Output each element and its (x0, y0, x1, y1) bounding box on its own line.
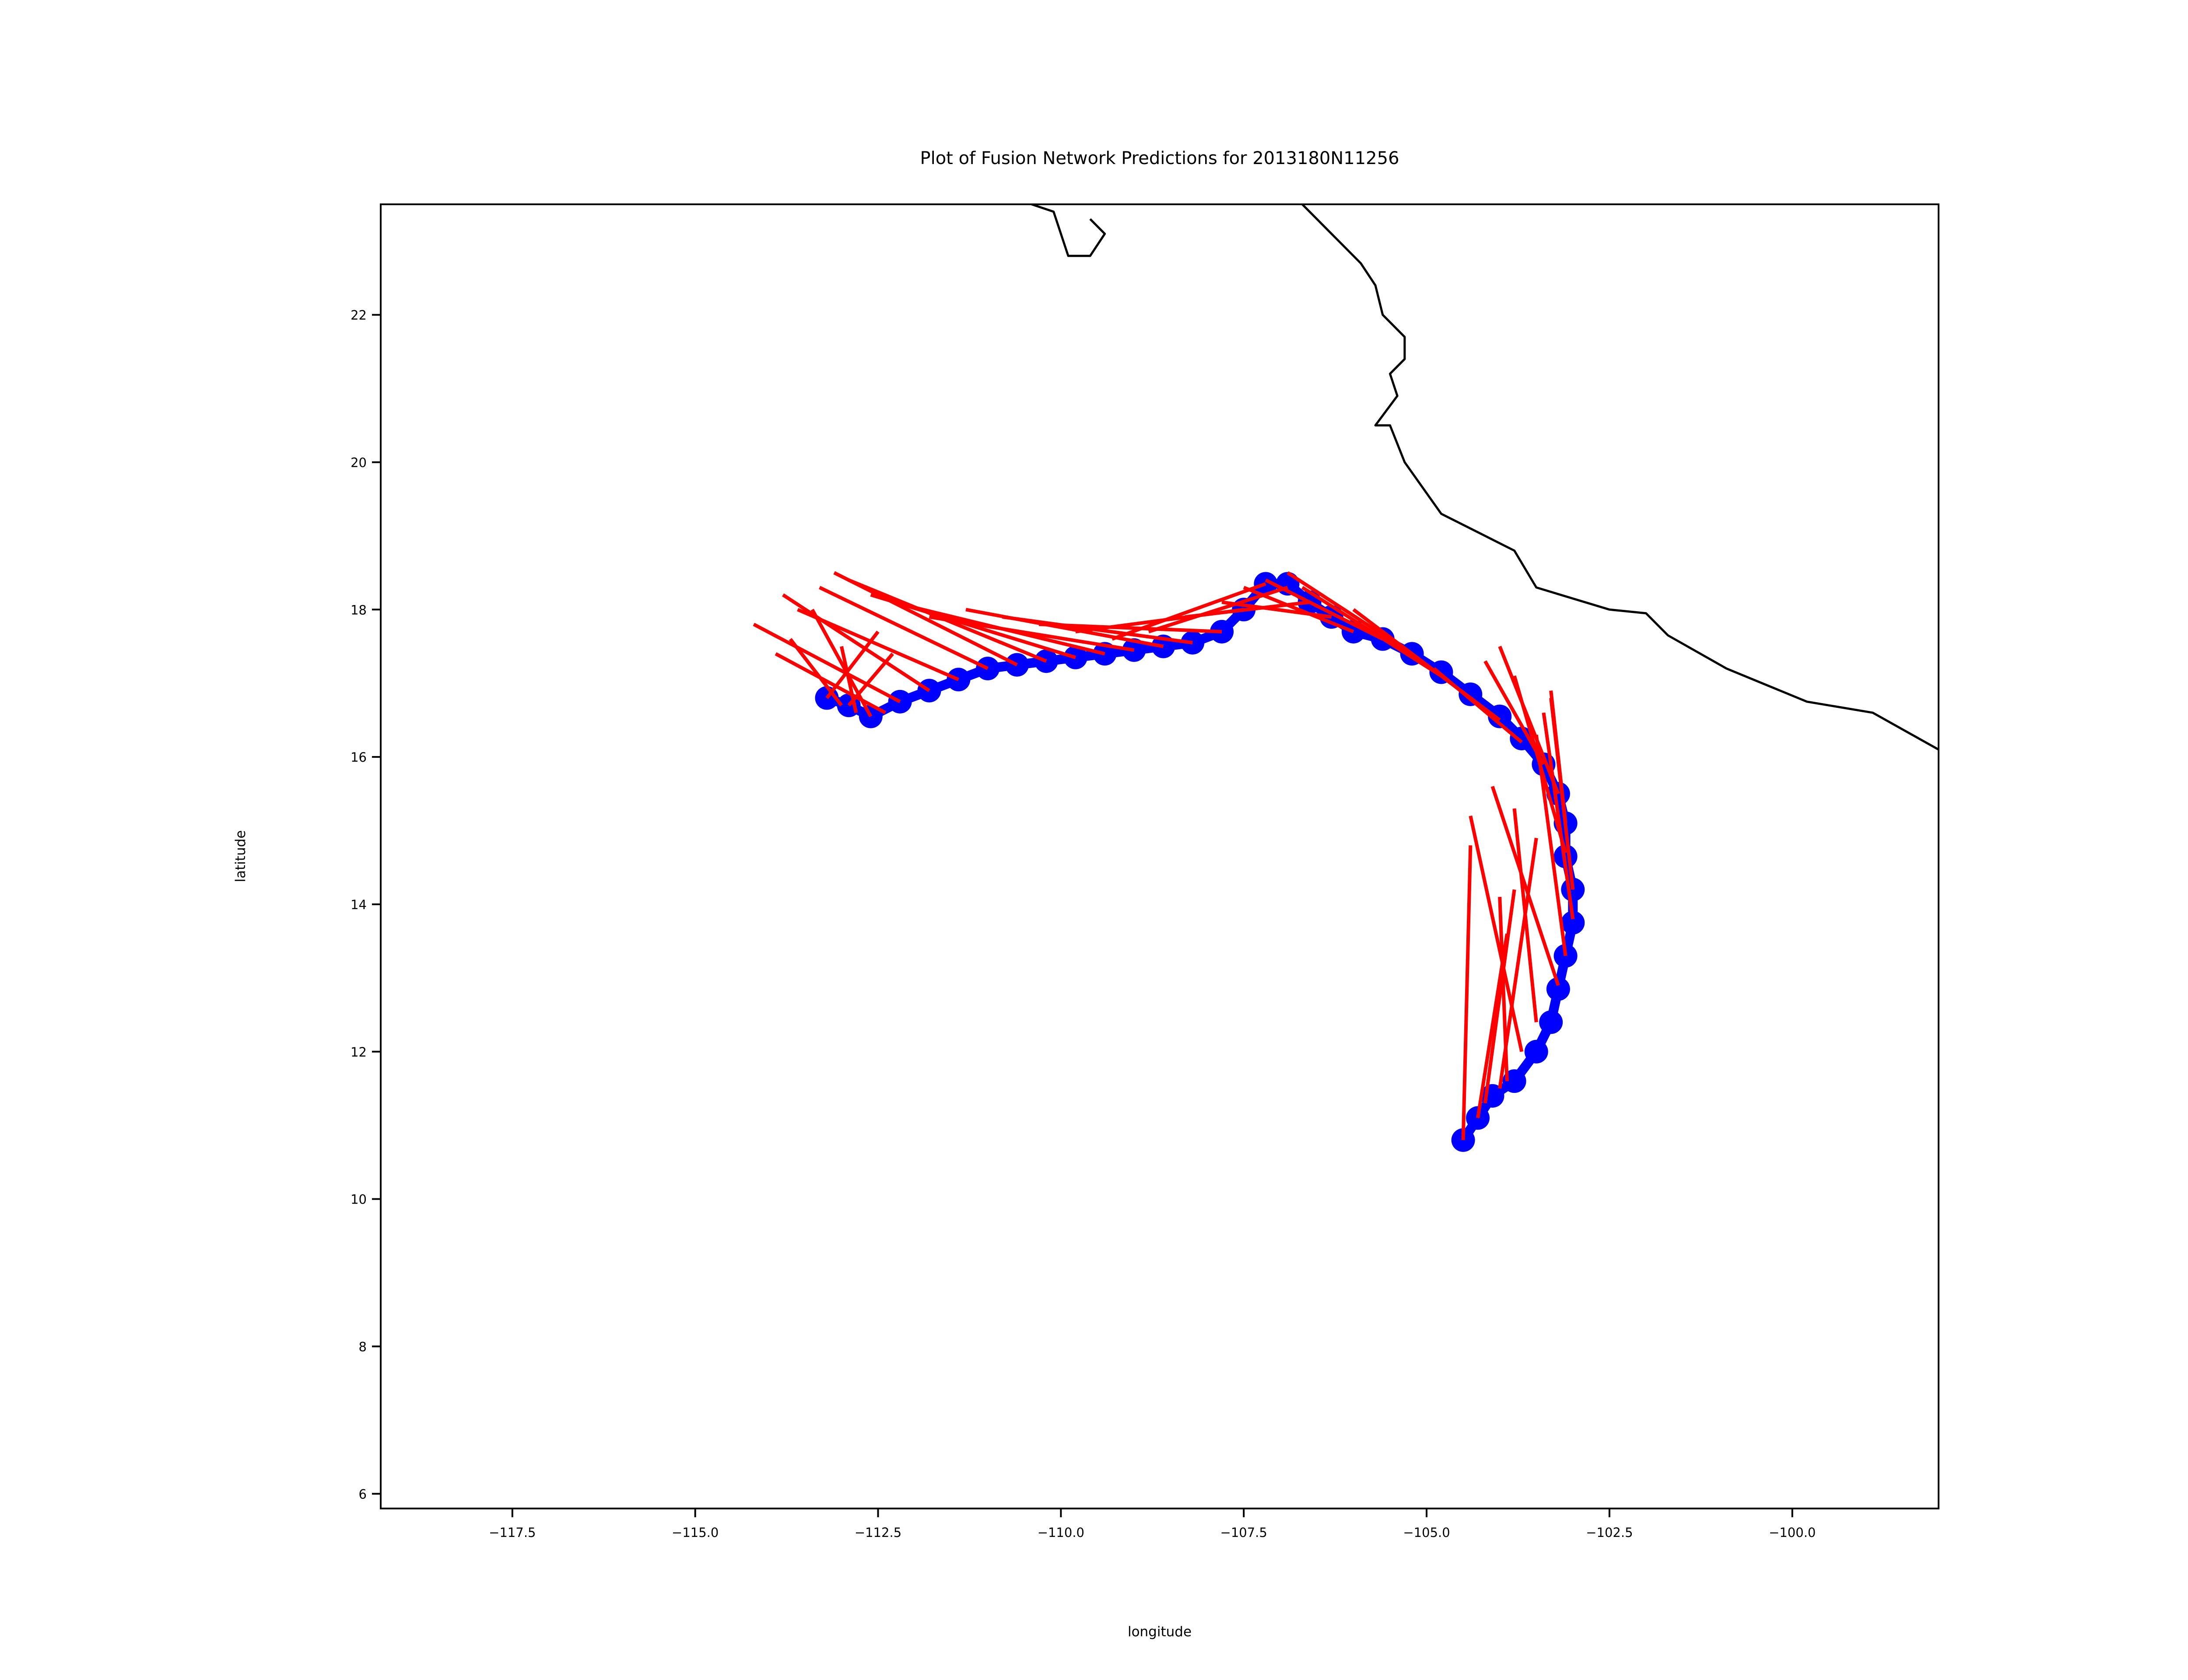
coastline (1031, 204, 1939, 751)
y-tick-label: 12 (351, 1045, 367, 1060)
x-axis-label: longitude (1128, 1624, 1192, 1640)
prediction-segment (789, 638, 843, 707)
prediction-segment (848, 578, 1047, 663)
y-tick-label: 14 (351, 897, 367, 912)
prediction-segment (810, 609, 873, 718)
prediction-segment (1287, 571, 1413, 655)
prediction-segment (1483, 660, 1545, 765)
prediction-segment (1542, 712, 1575, 920)
x-tick-label: −107.5 (1220, 1525, 1267, 1540)
coastline-segment (1031, 204, 1106, 257)
prediction-segment (1469, 816, 1524, 1052)
chart-title: Plot of Fusion Network Predictions for 2… (920, 148, 1399, 168)
track-point (1459, 682, 1483, 706)
prediction-segment (1148, 585, 1288, 634)
prediction-segment (1221, 600, 1332, 619)
prediction-segment (1498, 646, 1560, 794)
prediction-segment (847, 652, 894, 707)
x-tick-label: −112.5 (855, 1525, 901, 1540)
prediction-segment (775, 652, 887, 714)
prediction-segment (819, 586, 989, 670)
x-tick-label: −110.0 (1038, 1525, 1084, 1540)
prediction-segment (1498, 896, 1509, 1082)
track-point (1524, 1040, 1548, 1064)
prediction-segment (833, 571, 1018, 667)
coastline-segment (1301, 204, 1939, 751)
prediction-segment (1512, 808, 1538, 1022)
prediction-segment (870, 593, 1076, 659)
y-tick-label: 10 (351, 1192, 367, 1207)
y-tick-label: 20 (351, 455, 367, 470)
prediction-segment (1490, 786, 1560, 986)
prediction-lines (753, 571, 1575, 1141)
prediction-segment (825, 630, 880, 699)
prediction-segment (1461, 845, 1473, 1141)
y-axis-label: latitude (233, 830, 249, 882)
track-point (1561, 911, 1585, 935)
x-tick-label: −105.0 (1403, 1525, 1450, 1540)
x-tick-label: −100.0 (1769, 1525, 1816, 1540)
prediction-segment (753, 623, 901, 704)
y-tick-label: 16 (351, 750, 367, 765)
y-axis-ticks: 6 8 10 12 14 16 18 20 22 (351, 308, 381, 1502)
track-point (1546, 977, 1570, 1001)
plot-frame (380, 203, 1939, 1509)
y-tick-label: 18 (351, 602, 367, 617)
x-tick-label: −117.5 (489, 1525, 536, 1540)
y-tick-label: 6 (359, 1487, 367, 1502)
track-point (1539, 1010, 1563, 1034)
prediction-segment (965, 608, 1164, 648)
x-tick-label: −115.0 (672, 1525, 719, 1540)
x-axis-ticks: −117.5 −115.0 −112.5 −110.0 −107.5 −105.0 −102… (489, 1508, 1816, 1540)
prediction-segment (1483, 889, 1516, 1104)
y-tick-label: 8 (359, 1339, 367, 1354)
track-point (1488, 704, 1512, 728)
prediction-segment (782, 593, 930, 692)
x-tick-label: −102.5 (1586, 1525, 1633, 1540)
y-tick-label: 22 (351, 308, 367, 323)
prediction-segment (1549, 690, 1567, 824)
